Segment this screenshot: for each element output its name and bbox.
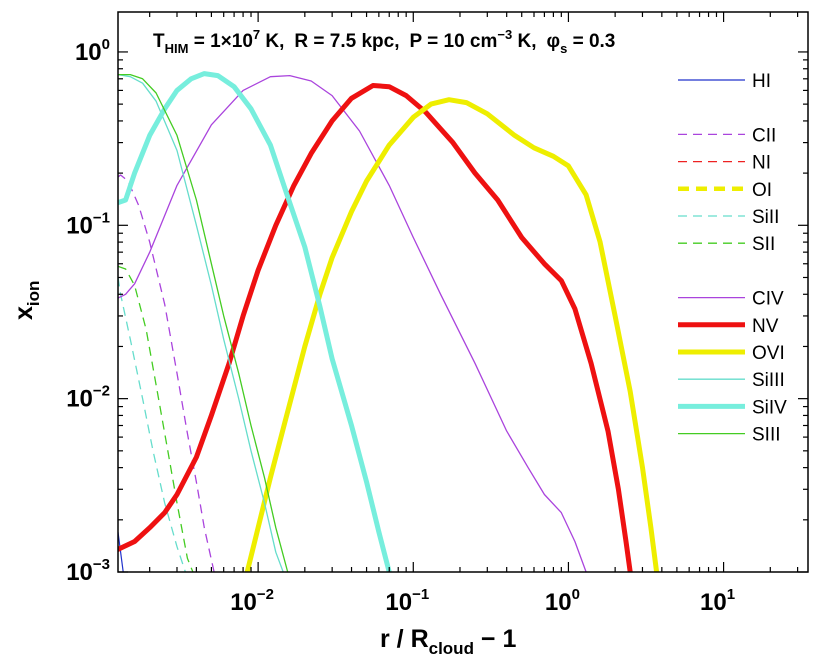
y-axis-label: xion bbox=[10, 281, 43, 320]
title-T-exponent: 7 bbox=[253, 27, 260, 42]
title-P-exponent: −3 bbox=[497, 27, 512, 42]
series-layer bbox=[118, 71, 660, 572]
legend-label-cii: CII bbox=[752, 125, 776, 146]
y-tick-label: 10−2 bbox=[66, 383, 110, 413]
x-tick-label: 101 bbox=[700, 586, 735, 616]
legend-label-siii: SiII bbox=[752, 207, 779, 228]
legend-label-ovi: OVI bbox=[752, 343, 785, 364]
chart-title: THIM = 1×107 K, R = 7.5 kpc, P = 10 cm−3 K… bbox=[153, 27, 615, 56]
legend-label-siii: SIII bbox=[752, 425, 781, 446]
x-axis-label-sub: cloud bbox=[429, 639, 474, 658]
y-axis-label-sub: ion bbox=[24, 281, 43, 307]
legend-label-siiii: SiIII bbox=[752, 370, 785, 391]
legend: HI CII NI OI SiII SII CIV NV OVI SiIII SiIV SIII bbox=[678, 71, 787, 446]
y-tick-label: 10−1 bbox=[66, 209, 110, 239]
series-ovi-line bbox=[244, 97, 660, 572]
series-sii-line bbox=[118, 265, 194, 572]
y-tick-label: 10−3 bbox=[66, 556, 110, 586]
series-cii-line bbox=[118, 174, 215, 572]
x-axis-label-tail: − 1 bbox=[474, 625, 516, 653]
series-siii-line bbox=[118, 277, 187, 572]
legend-label-civ: CIV bbox=[752, 289, 784, 310]
title-P: P = 10 cm bbox=[410, 31, 498, 52]
x-tick-label: 10−2 bbox=[230, 586, 274, 616]
y-tick-label: 100 bbox=[75, 36, 110, 66]
series-civ-line bbox=[118, 74, 587, 572]
y-axis-label-main: x bbox=[10, 306, 38, 320]
series-hi-line bbox=[118, 531, 124, 572]
series-nv-line bbox=[118, 83, 633, 572]
series-siiii-line bbox=[118, 73, 284, 572]
ticks-layer: 10−2 10−1 100 101 10−3 10−2 10−1 100 bbox=[66, 12, 808, 616]
legend-label-oi: OI bbox=[752, 180, 772, 201]
plot-frame bbox=[117, 11, 809, 573]
title-T-symbol: T bbox=[153, 31, 165, 52]
series-siiv-line bbox=[118, 71, 392, 572]
title-P-unit: K, bbox=[512, 31, 536, 52]
x-axis-label-main: r / R bbox=[380, 625, 429, 653]
title-R: R = 7.5 kpc, bbox=[294, 31, 399, 52]
legend-label-siiv: SiIV bbox=[752, 397, 787, 418]
x-tick-label: 10−1 bbox=[385, 586, 429, 616]
title-T-unit: K, bbox=[260, 31, 284, 52]
title-T-subscript: HIM bbox=[165, 41, 189, 56]
title-phi-value: = 0.3 bbox=[567, 31, 615, 52]
series-siii-line bbox=[118, 73, 289, 572]
x-axis-label: r / Rcloud − 1 bbox=[380, 625, 516, 658]
title-phi-subscript: s bbox=[560, 41, 567, 56]
title-phi-symbol: φ bbox=[546, 31, 560, 52]
legend-label-nv: NV bbox=[752, 316, 779, 337]
legend-label-hi: HI bbox=[752, 71, 771, 92]
title-T-value: = 1×10 bbox=[188, 31, 252, 52]
legend-label-sii: SII bbox=[752, 234, 775, 255]
legend-label-ni: NI bbox=[752, 153, 771, 174]
x-tick-label: 100 bbox=[545, 586, 580, 616]
